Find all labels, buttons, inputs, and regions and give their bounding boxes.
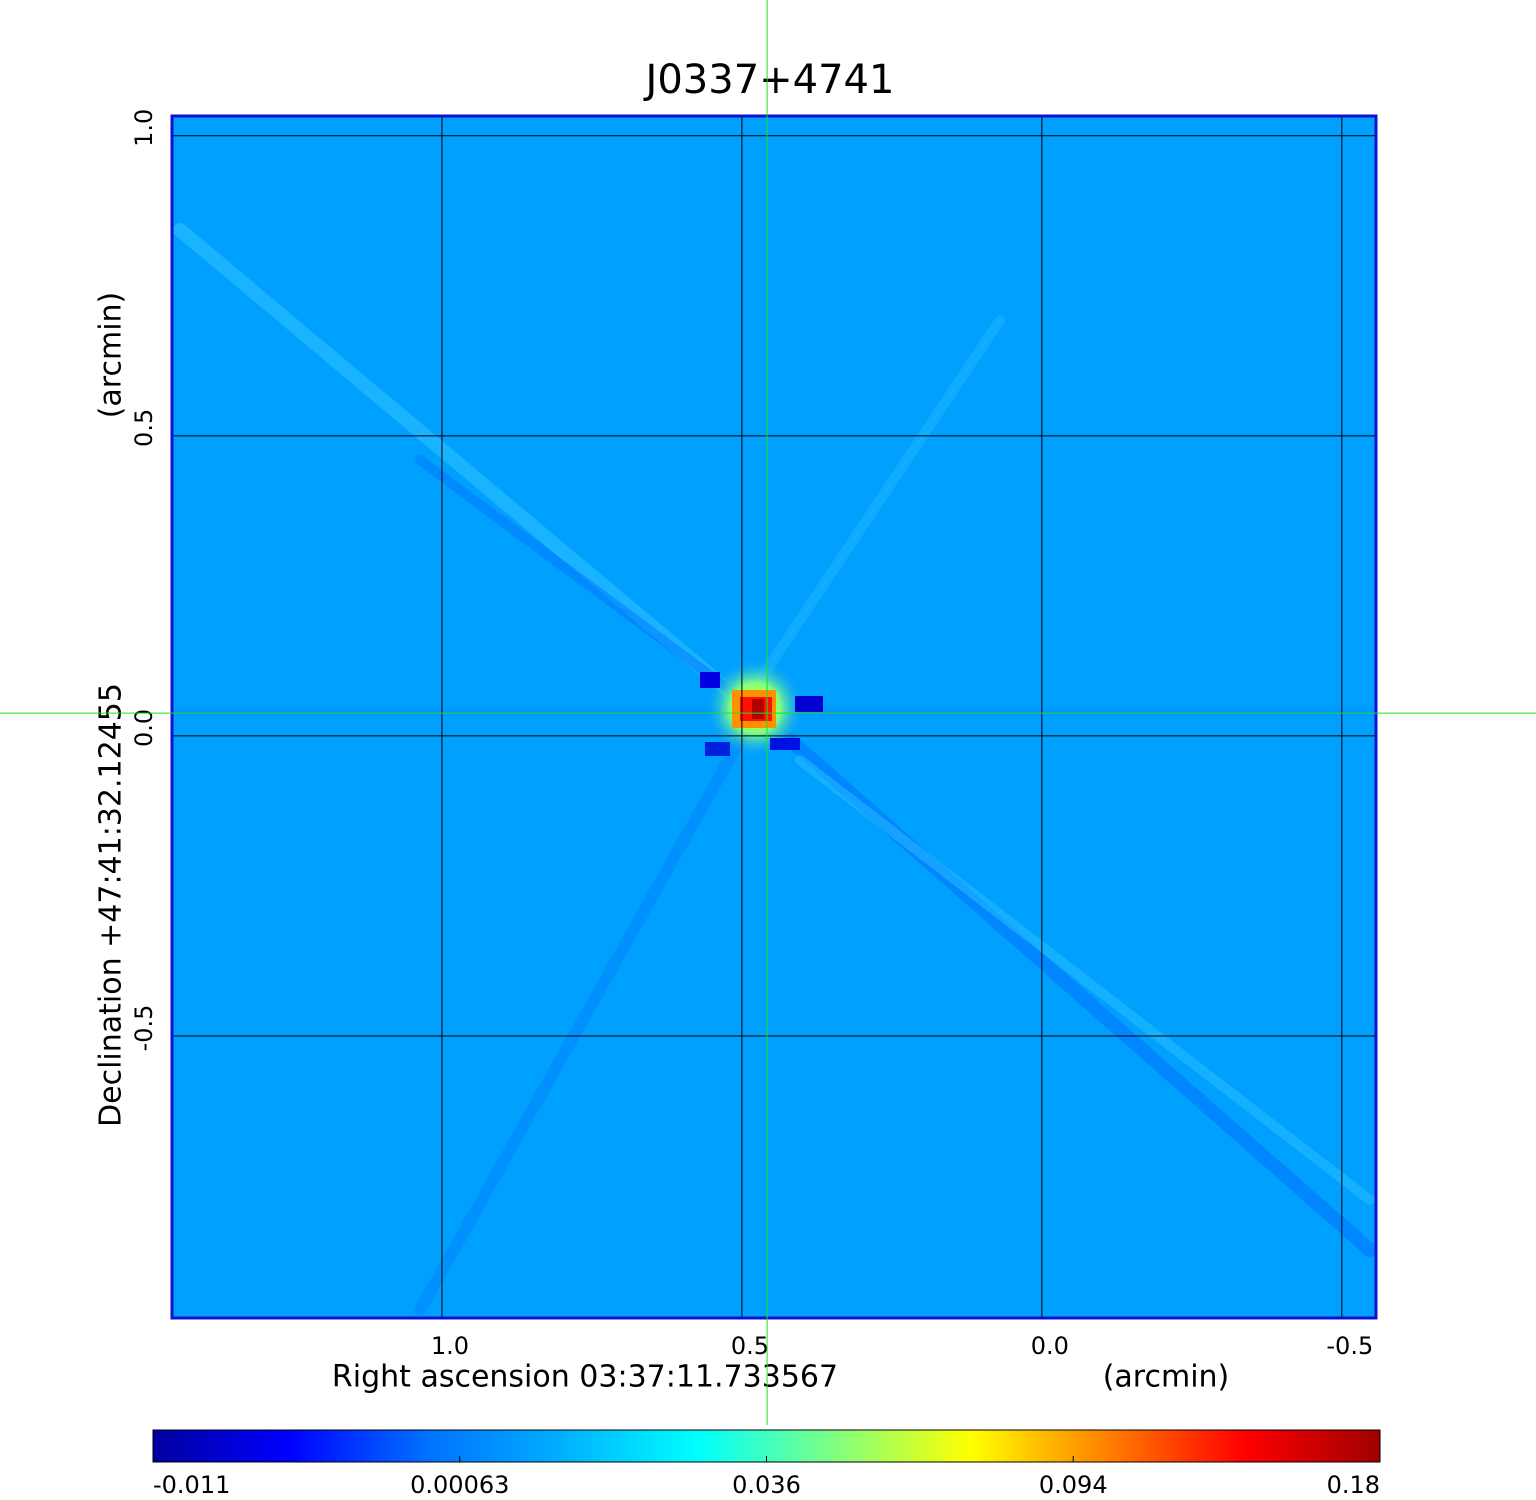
x-axis-label: Right ascension 03:37:11.733567 <box>332 1360 838 1395</box>
streak <box>414 734 746 1316</box>
negative-lobe <box>795 696 823 712</box>
x-axis-unit: (arcmin) <box>1103 1360 1230 1395</box>
source <box>700 658 823 758</box>
x-tick-label: 1.0 <box>431 1332 469 1360</box>
y-tick-label: -0.5 <box>130 1005 158 1052</box>
colorbar-tick-label: -0.011 <box>153 1471 230 1499</box>
y-axis-unit: (arcmin) <box>94 292 129 419</box>
y-tick-label: 1.0 <box>130 109 158 147</box>
grid <box>172 116 1376 1318</box>
plot-frame <box>170 114 1378 1320</box>
x-tick-label: 0.0 <box>1031 1332 1069 1360</box>
streak <box>795 755 1375 1205</box>
sky-image <box>172 116 1376 1318</box>
colorbar-tick-label: 0.18 <box>1327 1471 1380 1499</box>
source-peak <box>752 699 764 719</box>
y-axis-label: Declination +47:41:32.12455 <box>94 683 129 1127</box>
streak <box>415 455 735 695</box>
streak <box>173 223 747 707</box>
colorbar-tick-label: 0.036 <box>732 1471 801 1499</box>
negative-lobe <box>770 738 800 750</box>
streak <box>755 315 1005 685</box>
chart-title: J0337+4741 <box>643 57 895 103</box>
y-tick-label: 0.5 <box>130 409 158 447</box>
y-tick-label: 0.0 <box>130 709 158 747</box>
colorbar-tick-label: 0.094 <box>1039 1471 1108 1499</box>
x-tick-label: -0.5 <box>1326 1332 1373 1360</box>
x-tick-label: 0.5 <box>731 1332 769 1360</box>
sidelobes <box>172 223 1376 1316</box>
colorbar-tick-label: 0.00063 <box>410 1471 509 1499</box>
negative-lobe <box>705 742 730 756</box>
negative-lobe <box>700 672 720 688</box>
